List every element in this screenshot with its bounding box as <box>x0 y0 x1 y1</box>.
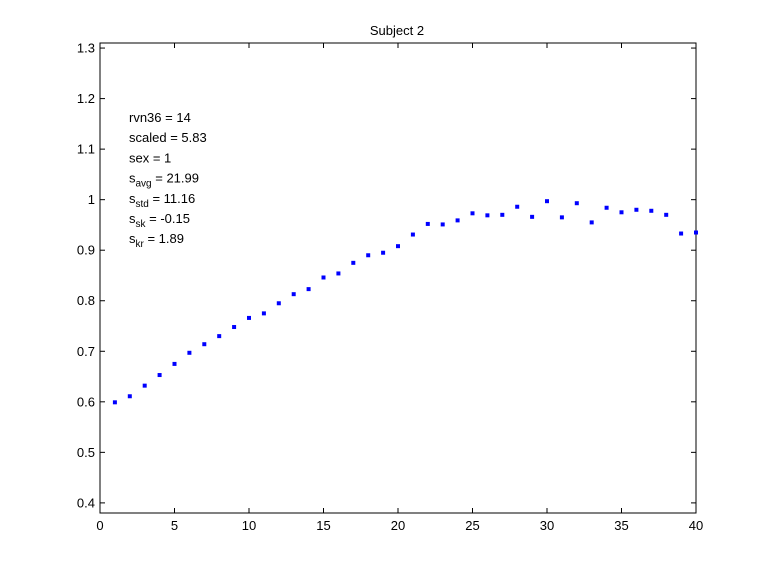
x-tick-label: 35 <box>614 518 628 533</box>
annotation-value: = 1.89 <box>144 231 184 246</box>
data-point <box>530 214 535 219</box>
data-point <box>261 311 266 316</box>
data-point <box>232 325 237 330</box>
annotation-text: s <box>129 211 136 226</box>
annotation-text: s <box>129 231 136 246</box>
y-tick-label: 0.6 <box>77 394 95 409</box>
y-tick-label: 0.4 <box>77 495 95 510</box>
data-point <box>679 231 684 236</box>
data-point <box>694 230 698 235</box>
data-point <box>545 199 549 204</box>
annotation-value: = 11.16 <box>149 191 195 206</box>
x-tick-label: 25 <box>465 518 479 533</box>
annotation-text: s <box>129 171 136 186</box>
data-point <box>202 342 207 347</box>
data-point <box>157 373 162 378</box>
data-point <box>247 315 251 320</box>
x-tick-label: 20 <box>391 518 405 533</box>
data-point <box>306 287 311 292</box>
annotation-value: = -0.15 <box>146 211 190 226</box>
y-tick-label: 0.8 <box>77 293 95 308</box>
data-point <box>112 400 117 405</box>
chart-title: Subject 2 <box>370 23 424 38</box>
data-point <box>410 232 415 237</box>
y-tick-label: 1.3 <box>77 41 95 56</box>
data-point <box>276 301 281 306</box>
x-tick-label: 5 <box>171 518 178 533</box>
x-tick-label: 30 <box>540 518 554 533</box>
data-point <box>589 220 594 225</box>
data-point <box>217 334 222 339</box>
data-point <box>619 210 624 215</box>
y-tick-label: 0.7 <box>77 344 95 359</box>
annotation-line: sstd = 11.16 <box>129 191 195 210</box>
data-point <box>187 350 192 355</box>
annotation-line: rvn36 = 14 <box>129 110 191 125</box>
axis-ticks: 0 5 10 15 20 25 30 35 40 0.4 0.5 0.6 0.7 0.8 0.9 1 1.1 1.… <box>77 41 703 533</box>
data-point <box>127 394 132 399</box>
data-point <box>470 211 475 216</box>
y-tick-label: 1 <box>88 192 95 207</box>
annotation-line: savg = 21.99 <box>129 171 199 190</box>
annotation-subscript: kr <box>136 239 145 250</box>
data-point <box>321 275 326 280</box>
data-point <box>559 215 564 220</box>
x-tick-label: 10 <box>242 518 256 533</box>
data-point <box>455 218 460 223</box>
annotation-value: = 21.99 <box>152 171 199 186</box>
annotation-text: scaled = 5.83 <box>129 130 207 145</box>
annotation-text: sex = 1 <box>129 150 171 165</box>
data-point <box>634 207 639 212</box>
y-tick-label: 0.5 <box>77 445 95 460</box>
annotation-text: rvn36 = 14 <box>129 110 191 125</box>
x-tick-label: 0 <box>96 518 103 533</box>
annotation-text: s <box>129 191 136 206</box>
data-point <box>440 222 445 227</box>
y-tick-label: 1.1 <box>77 142 95 157</box>
data-point <box>381 250 386 255</box>
annotation-line: scaled = 5.83 <box>129 130 207 145</box>
annotation-subscript: avg <box>136 179 152 190</box>
data-point <box>336 271 341 276</box>
y-tick-label: 0.9 <box>77 243 95 258</box>
x-tick-label: 40 <box>689 518 703 533</box>
data-point <box>649 208 654 213</box>
data-point <box>500 212 505 217</box>
annotation-line: sex = 1 <box>129 150 171 165</box>
annotation-line: skr = 1.89 <box>129 231 184 250</box>
annotation-line: ssk = -0.15 <box>129 211 190 230</box>
data-point <box>425 221 430 226</box>
data-point <box>291 292 296 297</box>
data-points <box>112 199 698 405</box>
data-point <box>485 213 490 218</box>
y-tick-label: 1.2 <box>77 91 95 106</box>
data-point <box>351 260 356 265</box>
data-point <box>604 205 609 210</box>
data-point <box>664 212 669 217</box>
data-point <box>574 201 579 206</box>
data-point <box>515 204 520 209</box>
data-point <box>172 361 177 366</box>
data-point <box>142 383 147 388</box>
annotation-subscript: std <box>136 199 149 210</box>
data-point <box>396 244 400 249</box>
plot-area <box>99 42 697 514</box>
annotation-subscript: sk <box>136 219 147 230</box>
data-point <box>366 253 371 258</box>
x-tick-label: 15 <box>316 518 330 533</box>
